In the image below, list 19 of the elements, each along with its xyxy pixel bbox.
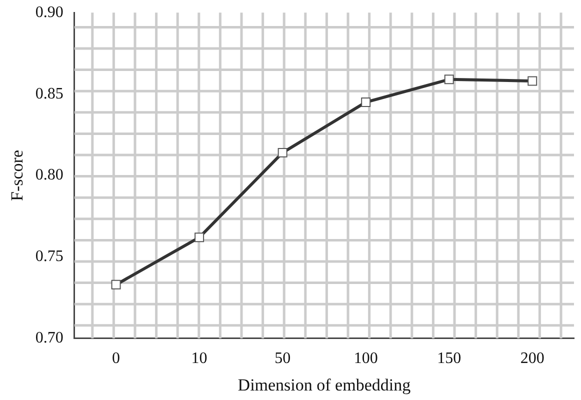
y-tick-label: 0.90 <box>35 4 64 21</box>
x-tick-label: 0 <box>112 350 120 368</box>
y-axis-title: F-score <box>8 150 27 201</box>
point <box>111 280 121 290</box>
x-tick-label: 150 <box>437 350 462 368</box>
x-tick-label: 50 <box>274 350 291 368</box>
x-tick-label: 200 <box>520 350 544 368</box>
point <box>528 76 538 86</box>
x-tick-label: 10 <box>191 350 208 368</box>
point <box>444 74 454 84</box>
x-tick-label: 100 <box>354 350 378 368</box>
x-axis-title: Dimension of embedding <box>238 375 412 394</box>
point <box>361 97 371 107</box>
point <box>194 232 204 242</box>
y-tick-label: 0.70 <box>35 330 64 347</box>
y-tick-label: 0.85 <box>35 85 64 102</box>
y-tick-label: 0.80 <box>35 166 64 184</box>
y-tick-label: 0.75 <box>35 248 64 266</box>
point <box>278 148 288 158</box>
